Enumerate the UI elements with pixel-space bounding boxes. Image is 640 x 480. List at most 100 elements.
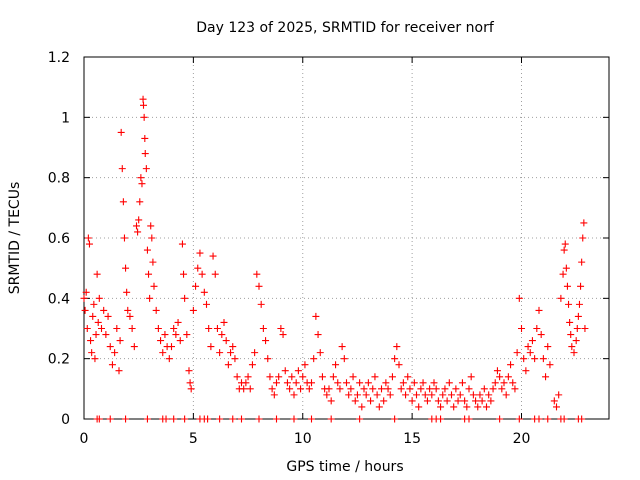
data-point [150,282,158,290]
data-point [572,337,580,345]
data-point [126,312,134,320]
data-point [122,415,130,423]
data-point [448,391,455,399]
data-point [113,325,121,332]
data-point [417,385,425,393]
data-point [578,258,586,266]
data-point [539,355,547,363]
data-point [279,331,287,339]
data-point [283,379,291,387]
data-point [388,373,396,381]
data-point [382,379,390,387]
data-point [356,379,364,387]
data-point [141,134,149,142]
data-point [136,198,144,206]
data-point [380,397,388,405]
data-point [248,361,256,369]
data-point [84,234,92,242]
data-point [172,331,180,339]
data-point [399,379,407,387]
data-point [134,228,142,236]
data-point [391,415,399,423]
data-point [314,331,322,339]
data-point [240,385,248,393]
data-point [176,337,184,345]
data-point [465,415,473,423]
data-point [413,391,420,399]
data-point [181,415,189,423]
data-point [566,318,574,326]
data-point [222,337,230,345]
data-point [141,150,149,158]
data-point [181,294,189,302]
data-point [544,343,552,351]
data-point [559,270,567,278]
data-point [116,337,124,345]
data-point [560,415,568,423]
data-point [535,415,543,423]
data-point [526,349,534,357]
data-point [90,300,98,308]
data-point [204,415,212,423]
data-point [266,373,274,381]
axis-ticks: 0 5 10 15 20 0 0.2 0.4 0.6 0.8 1 1.2 [48,50,609,447]
data-point [273,415,280,423]
data-point [327,397,335,405]
data-point [507,361,515,369]
data-point [483,403,490,411]
data-point [211,270,219,278]
data-point [310,355,318,363]
data-point [332,361,340,369]
data-point [577,282,585,290]
data-point [480,385,488,393]
data-point [130,343,138,351]
data-point [373,391,381,399]
data-point [408,397,416,405]
data-point [128,325,136,332]
data-point [452,385,460,393]
data-point [513,349,521,357]
x-tick-label: 10 [294,431,312,447]
data-point [421,391,429,399]
data-point [118,165,126,173]
data-point [95,294,103,302]
data-point [143,415,151,423]
data-point [533,325,541,332]
data-points [80,95,589,423]
data-point [364,379,372,387]
data-point [443,397,451,405]
y-tick-label: 0.2 [48,352,70,368]
data-point [474,403,482,411]
data-point [89,312,97,320]
data-point [216,349,224,357]
data-point [343,379,350,387]
data-point [487,397,495,405]
data-point [157,337,165,345]
data-point [207,343,215,351]
data-point [485,391,493,399]
data-point [140,101,147,109]
y-axis-label: SRMTID / TECUs [7,182,23,295]
data-point [124,306,132,314]
data-point [123,288,131,296]
y-tick-label: 0.4 [48,291,70,307]
data-point [220,318,228,326]
data-point [305,385,313,393]
x-tick-label: 5 [189,431,198,447]
data-point [467,373,475,381]
data-point [478,397,486,405]
data-point [162,415,170,423]
data-point [81,306,89,314]
data-point [563,282,571,290]
data-point [95,415,103,423]
data-point [395,361,403,369]
data-point [203,300,210,308]
data-point [183,331,191,339]
data-point [93,270,101,278]
data-point [119,198,127,206]
data-point [120,234,128,242]
data-point [434,397,442,405]
data-point [288,373,296,381]
data-point [88,349,96,357]
data-point [347,385,355,393]
